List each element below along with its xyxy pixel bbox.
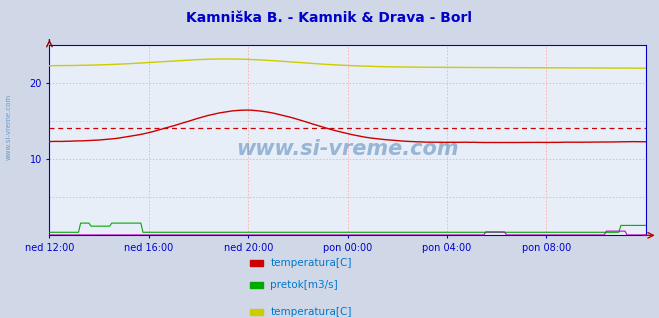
Text: temperatura[C]: temperatura[C] — [270, 258, 352, 268]
Text: pretok[m3/s]: pretok[m3/s] — [270, 280, 338, 290]
Text: temperatura[C]: temperatura[C] — [270, 307, 352, 317]
Text: www.si-vreme.com: www.si-vreme.com — [5, 94, 11, 160]
Text: www.si-vreme.com: www.si-vreme.com — [237, 140, 459, 159]
Text: Kamniška B. - Kamnik & Drava - Borl: Kamniška B. - Kamnik & Drava - Borl — [186, 11, 473, 25]
